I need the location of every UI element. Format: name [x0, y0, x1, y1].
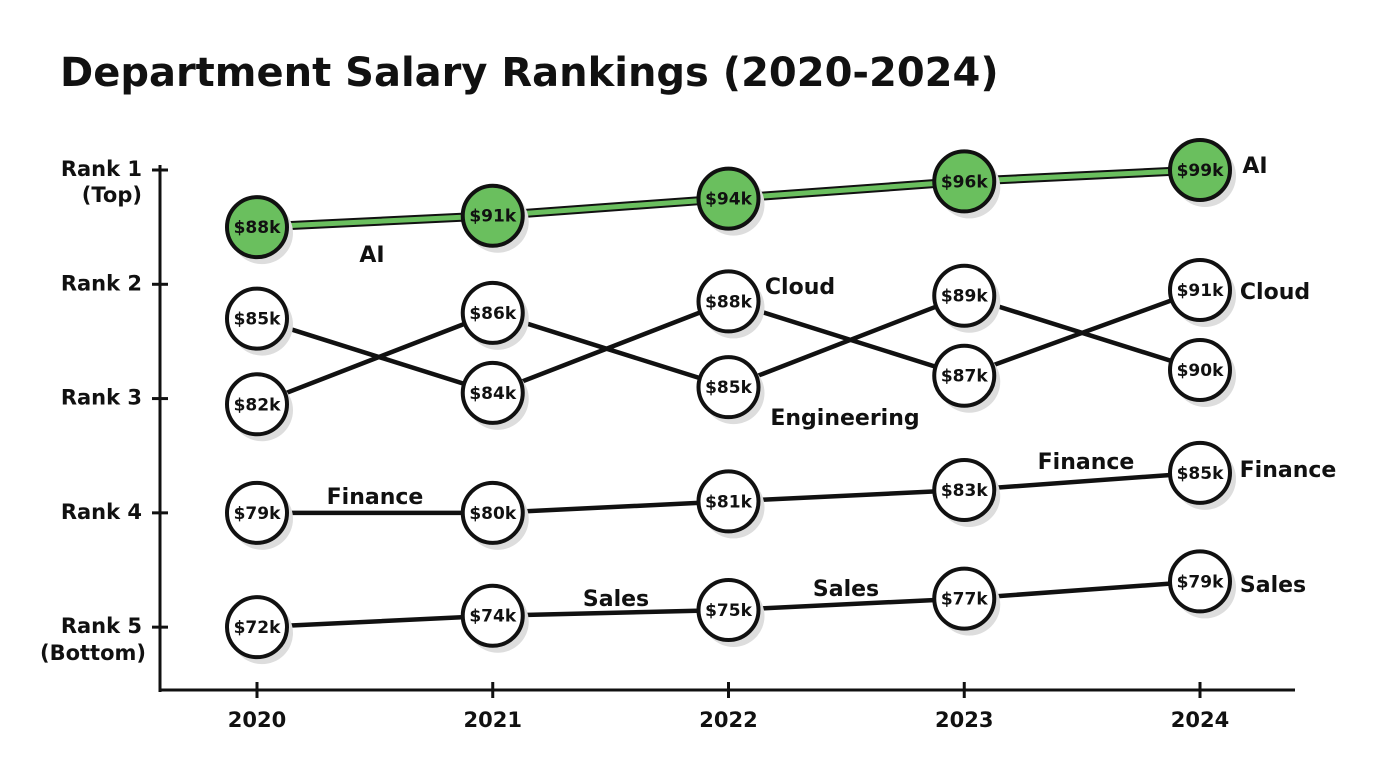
value-label: $77k [941, 590, 988, 610]
value-label: $88k [234, 218, 281, 238]
value-label: $94k [705, 190, 752, 210]
y-tick-label: Rank 3 [61, 386, 142, 410]
series-label: Sales [583, 587, 649, 612]
marker [696, 269, 761, 334]
value-label: $74k [469, 607, 516, 627]
x-tick-label: 2021 [464, 708, 522, 732]
x-tick-label: 2023 [935, 708, 993, 732]
marker [225, 286, 289, 351]
value-label: $81k [705, 492, 752, 512]
y-tick-label: Rank 1 [61, 157, 142, 181]
x-tick-label: 2020 [228, 708, 286, 732]
series-label: Engineering [770, 406, 919, 431]
marker [460, 360, 525, 425]
value-label: $79k [1177, 572, 1224, 592]
value-label: $80k [469, 504, 516, 524]
y-tick-note: (Bottom) [40, 641, 146, 665]
value-label: $90k [1177, 361, 1224, 381]
marker [460, 280, 525, 345]
y-tick-label: Rank 2 [61, 271, 142, 295]
series-label: Finance [327, 485, 424, 510]
marker [1168, 549, 1232, 614]
value-label: $96k [941, 172, 988, 192]
series-label: Cloud [765, 275, 835, 300]
marker [460, 183, 525, 248]
value-label: $89k [941, 287, 988, 307]
marker [460, 583, 525, 648]
value-label: $88k [705, 292, 752, 312]
marker [932, 458, 997, 522]
marker [932, 149, 997, 214]
value-label: $85k [705, 378, 752, 398]
value-label: $99k [1177, 161, 1224, 181]
marker [696, 355, 761, 420]
value-label: $91k [469, 207, 516, 227]
value-label: $85k [234, 310, 281, 330]
marker [225, 372, 289, 437]
series-label: Cloud [1240, 280, 1310, 305]
series-label: AI [359, 243, 384, 268]
marker [1168, 138, 1232, 202]
x-tick-label: 2024 [1171, 708, 1229, 732]
marker [932, 263, 997, 328]
series-label: Finance [1240, 458, 1337, 483]
value-label: $87k [941, 367, 988, 387]
value-label: $75k [705, 601, 752, 621]
value-label: $82k [234, 395, 281, 415]
value-label: $72k [234, 618, 281, 638]
series-label: Sales [1240, 573, 1306, 598]
marker [1168, 258, 1232, 322]
marker [1168, 440, 1232, 505]
series-label: Sales [813, 577, 879, 602]
x-tick-label: 2022 [699, 708, 757, 732]
y-tick-label: Rank 4 [61, 500, 142, 524]
marker [696, 469, 761, 534]
marker [225, 195, 289, 260]
chart-title: Department Salary Rankings (2020-2024) [60, 50, 999, 96]
marker [932, 343, 997, 408]
y-tick-label: Rank 5 [61, 614, 142, 638]
marker [696, 578, 761, 642]
value-label: $85k [1177, 464, 1224, 484]
marker [932, 566, 997, 631]
value-label: $83k [941, 481, 988, 501]
marker [696, 166, 761, 231]
marker [460, 480, 525, 545]
value-label: $86k [469, 304, 516, 324]
marker [225, 480, 289, 545]
marker [1168, 338, 1232, 402]
y-tick-note: (Top) [82, 183, 142, 207]
series-label: AI [1242, 154, 1267, 179]
value-label: $79k [234, 504, 281, 524]
series-label: Finance [1038, 450, 1135, 475]
marker [225, 595, 289, 660]
value-label: $84k [469, 384, 516, 404]
value-label: $91k [1177, 281, 1224, 301]
